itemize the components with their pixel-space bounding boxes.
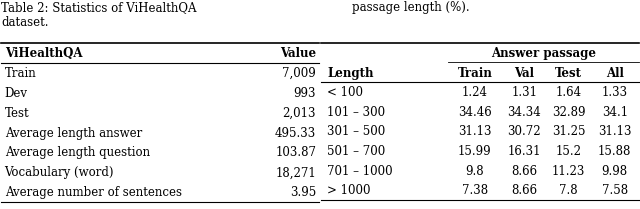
Text: 34.34: 34.34 — [508, 106, 541, 119]
Text: 31.25: 31.25 — [552, 125, 586, 138]
Text: Dev: Dev — [4, 87, 28, 100]
Text: 495.33: 495.33 — [275, 126, 316, 140]
Text: Average length answer: Average length answer — [4, 126, 142, 140]
Text: 1.33: 1.33 — [602, 86, 628, 99]
Text: Length: Length — [327, 66, 374, 80]
Text: 32.89: 32.89 — [552, 106, 586, 119]
Text: 34.1: 34.1 — [602, 106, 628, 119]
Text: 1.31: 1.31 — [511, 86, 537, 99]
Text: Train: Train — [458, 66, 492, 80]
Text: 993: 993 — [294, 87, 316, 100]
Text: Train: Train — [4, 67, 36, 80]
Text: 11.23: 11.23 — [552, 165, 586, 178]
Text: 7.8: 7.8 — [559, 184, 578, 197]
Text: 2,013: 2,013 — [283, 107, 316, 120]
Text: All: All — [606, 66, 624, 80]
Text: passage length (%).: passage length (%). — [353, 1, 470, 14]
Text: 31.13: 31.13 — [598, 125, 632, 138]
Text: 30.72: 30.72 — [508, 125, 541, 138]
Text: 101 – 300: 101 – 300 — [327, 106, 385, 119]
Text: Average number of sentences: Average number of sentences — [4, 186, 182, 199]
Text: 103.87: 103.87 — [275, 146, 316, 159]
Text: Test: Test — [555, 66, 582, 80]
Text: 9.98: 9.98 — [602, 165, 628, 178]
Text: 1.64: 1.64 — [556, 86, 582, 99]
Text: 7,009: 7,009 — [282, 67, 316, 80]
Text: < 100: < 100 — [327, 86, 363, 99]
Text: 15.2: 15.2 — [556, 145, 582, 158]
Text: 31.13: 31.13 — [458, 125, 492, 138]
Text: 1.24: 1.24 — [462, 86, 488, 99]
Text: Test: Test — [4, 107, 29, 120]
Text: 7.38: 7.38 — [462, 184, 488, 197]
Text: Answer passage: Answer passage — [491, 47, 596, 60]
Text: 34.46: 34.46 — [458, 106, 492, 119]
Text: 9.8: 9.8 — [465, 165, 484, 178]
Text: Value: Value — [280, 47, 316, 60]
Text: Vocabulary (word): Vocabulary (word) — [4, 166, 114, 179]
Text: 7.58: 7.58 — [602, 184, 628, 197]
Text: 8.66: 8.66 — [511, 165, 537, 178]
Text: > 1000: > 1000 — [327, 184, 371, 197]
Text: 501 – 700: 501 – 700 — [327, 145, 385, 158]
Text: Average length question: Average length question — [4, 146, 150, 159]
Text: 3.95: 3.95 — [290, 186, 316, 199]
Text: 8.66: 8.66 — [511, 184, 537, 197]
Text: 18,271: 18,271 — [275, 166, 316, 179]
Text: Table 2: Statistics of ViHealthQA
dataset.: Table 2: Statistics of ViHealthQA datase… — [1, 1, 197, 29]
Text: 15.99: 15.99 — [458, 145, 492, 158]
Text: 701 – 1000: 701 – 1000 — [327, 165, 393, 178]
Text: 301 – 500: 301 – 500 — [327, 125, 385, 138]
Text: Val: Val — [514, 66, 534, 80]
Text: ViHealthQA: ViHealthQA — [4, 47, 82, 60]
Text: 16.31: 16.31 — [508, 145, 541, 158]
Text: 15.88: 15.88 — [598, 145, 632, 158]
